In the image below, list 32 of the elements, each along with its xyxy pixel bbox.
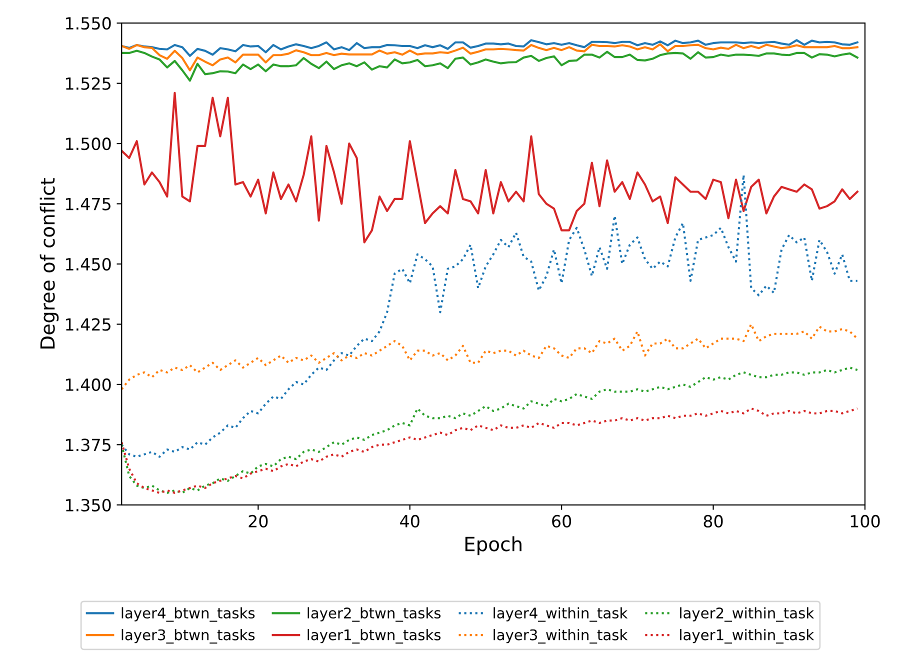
legend-label: layer3_within_task [494, 629, 628, 644]
legend-label: layer4_within_task [494, 607, 628, 622]
x-tick-label: 40 [400, 514, 420, 528]
x-tick-label: 100 [850, 514, 880, 528]
y-tick-label: 1.400 [66, 378, 111, 392]
y-tick-label: 1.425 [66, 318, 110, 331]
x-tick-label: 20 [248, 514, 268, 528]
y-tick-label: 1.350 [66, 498, 111, 512]
line-series [122, 39, 858, 57]
x-tick-label: 80 [704, 514, 723, 528]
y-tick-label: 1.525 [66, 77, 110, 90]
line-series [122, 366, 858, 494]
line-series [122, 407, 858, 494]
legend-label: layer3_btwn_tasks [122, 629, 255, 644]
legend-label: layer2_within_task [680, 607, 814, 622]
line-series [122, 174, 858, 458]
legend-label: layer4_btwn_tasks [122, 607, 255, 622]
line-series [122, 323, 858, 390]
legend-label: layer1_within_task [680, 629, 814, 644]
y-tick-label: 1.550 [66, 17, 111, 30]
line-series [122, 50, 858, 82]
legend-label: layer1_btwn_tasks [308, 629, 441, 644]
line-series [122, 92, 858, 244]
legend-label: layer2_btwn_tasks [308, 607, 441, 622]
y-tick-label: 1.450 [66, 258, 111, 271]
x-tick-label: 60 [552, 514, 572, 528]
y-tick-label: 1.375 [66, 438, 110, 452]
y-tick-label: 1.475 [66, 198, 110, 210]
y-tick-label: 1.500 [66, 138, 111, 150]
line-series [122, 43, 858, 72]
x-axis-title: Epoch [465, 536, 522, 556]
y-axis-title: Degree of conflict [40, 178, 59, 348]
